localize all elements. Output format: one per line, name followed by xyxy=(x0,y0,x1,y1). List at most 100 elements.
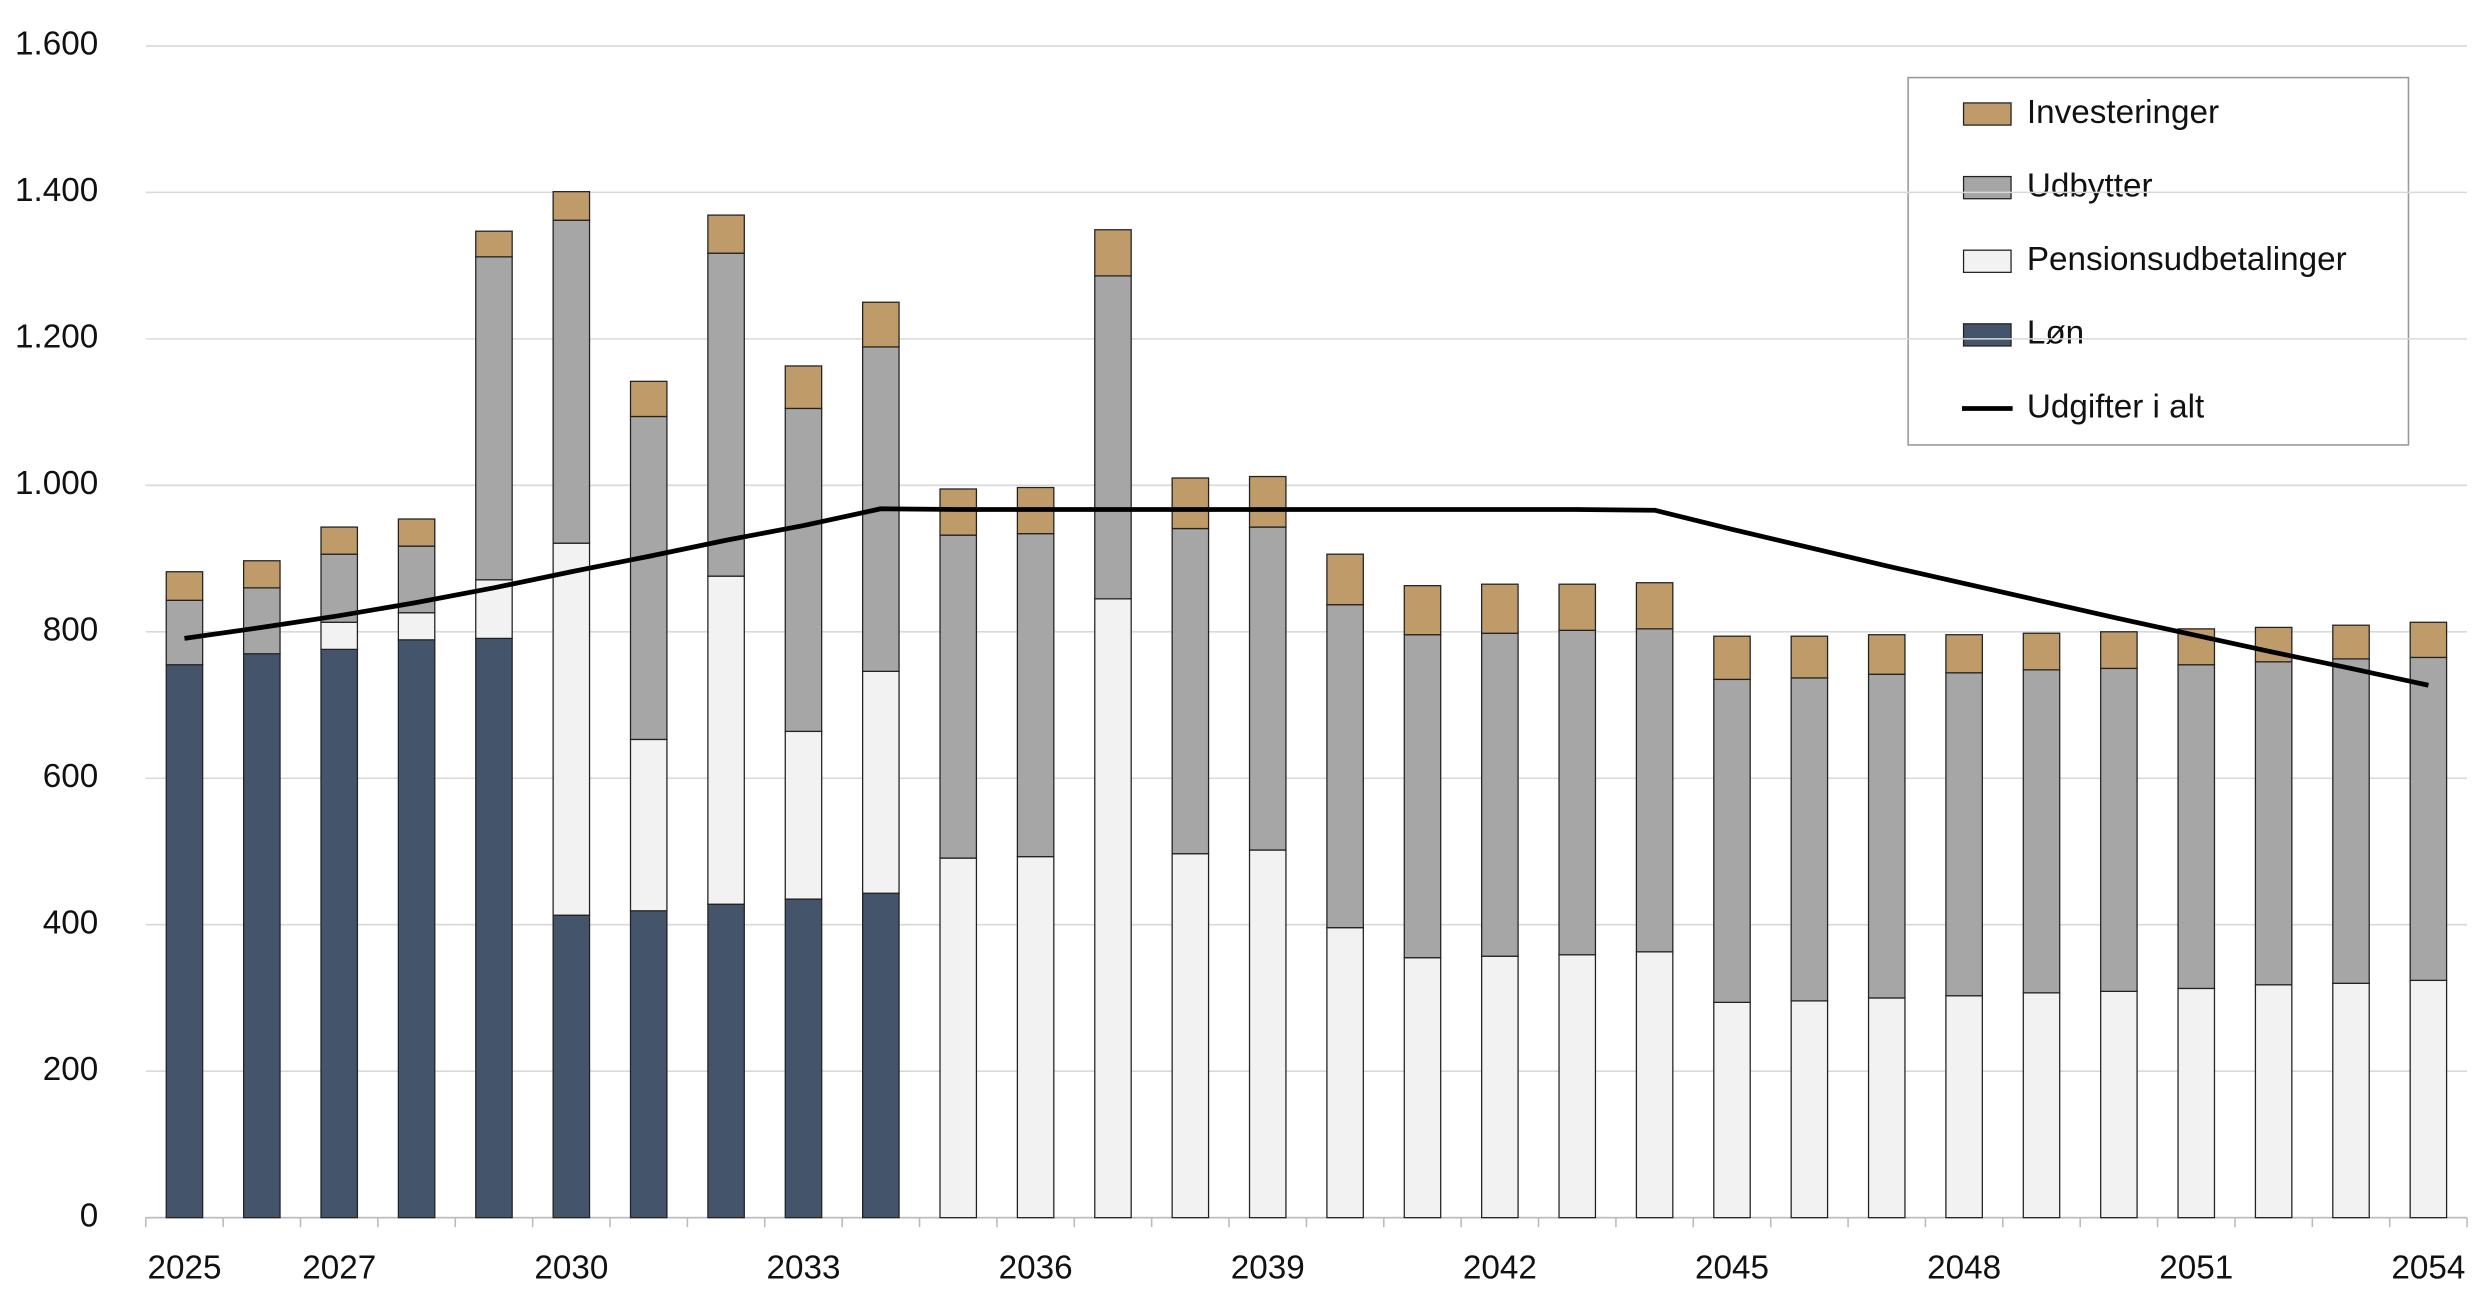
bar-segment xyxy=(1403,585,1442,636)
bar-segment xyxy=(1713,635,1751,681)
line xyxy=(184,506,2429,688)
bar-segment xyxy=(1945,634,1983,674)
bar-segment xyxy=(1558,954,1597,1219)
x-tick-label: 2033 xyxy=(766,1250,840,1287)
bar-segment xyxy=(862,301,900,348)
bar-segment xyxy=(1945,995,1983,1219)
bar-segment xyxy=(1713,1001,1751,1219)
bar-segment xyxy=(707,575,745,905)
bar-segment xyxy=(397,518,436,547)
bar-segment xyxy=(552,219,591,544)
bar-segment xyxy=(1016,533,1055,858)
x-tick-label: 2045 xyxy=(1695,1250,1769,1287)
bar-segment xyxy=(320,553,359,623)
bar-segment xyxy=(629,910,668,1219)
legend-label: Pensionsudbetalinger xyxy=(2027,241,2347,278)
bar-segment xyxy=(1094,229,1132,277)
bar-segment xyxy=(1326,604,1364,929)
x-tick-label: 2042 xyxy=(1463,1250,1537,1287)
bar-segment xyxy=(2332,658,2370,984)
bar-segment xyxy=(629,738,668,912)
bar-segment xyxy=(939,488,978,536)
bar-segment xyxy=(320,526,359,555)
legend-label: Løn xyxy=(2027,315,2084,352)
bar-segment xyxy=(1326,553,1364,606)
bar-segment xyxy=(1481,955,1519,1219)
bar-segment xyxy=(1558,629,1597,956)
legend-swatch xyxy=(1962,102,2012,126)
bar-segment xyxy=(552,542,591,916)
bar-segment xyxy=(320,621,359,650)
legend: Investeringer Udbytter Pensionsudbetalinge… xyxy=(1907,76,2410,446)
bar-segment xyxy=(2409,656,2448,982)
y-tick-label: 1.200 xyxy=(15,319,98,356)
x-tick-label: 2054 xyxy=(2391,1250,2465,1287)
bar-segment xyxy=(1248,849,1287,1219)
bar-segment xyxy=(1326,927,1364,1219)
bar-segment xyxy=(397,612,436,641)
bar-segment xyxy=(1248,475,1287,528)
x-tick-label: 2036 xyxy=(999,1250,1073,1287)
y-tick-label: 400 xyxy=(43,905,98,942)
bar-segment xyxy=(475,256,513,581)
bar-segment xyxy=(1635,628,1674,953)
bar-segment xyxy=(552,191,591,221)
bar-segment xyxy=(165,664,204,1219)
bar-segment xyxy=(2409,621,2448,659)
bar-segment xyxy=(1481,632,1519,957)
bar-segment xyxy=(242,560,281,589)
bar-segment xyxy=(2022,632,2061,671)
bar-segment xyxy=(1713,678,1751,1003)
bar-segment xyxy=(1558,583,1597,631)
bar-segment xyxy=(2177,664,2216,990)
legend-label: Udbytter xyxy=(2027,167,2153,204)
bar-segment xyxy=(784,730,823,900)
bar-segment xyxy=(2022,992,2061,1219)
bar-segment xyxy=(1867,997,1906,1219)
bar-segment xyxy=(1867,634,1906,675)
bar-segment xyxy=(2332,982,2370,1219)
bar-segment xyxy=(1481,583,1519,634)
x-tick-label: 2039 xyxy=(1231,1250,1305,1287)
x-tick-label: 2027 xyxy=(302,1250,376,1287)
bar-segment xyxy=(165,599,204,666)
bar-segment xyxy=(862,892,900,1219)
bar-segment xyxy=(784,898,823,1219)
y-tick-label: 1.000 xyxy=(15,465,98,502)
y-tick-label: 200 xyxy=(43,1051,98,1088)
bar-segment xyxy=(320,648,359,1219)
legend-swatch xyxy=(1962,323,2012,347)
bar-segment xyxy=(242,587,281,655)
bar-segment xyxy=(2177,987,2216,1219)
bar-segment xyxy=(707,903,745,1219)
x-tick-label: 2025 xyxy=(147,1250,221,1287)
bar-segment xyxy=(707,214,745,254)
bar-segment xyxy=(1094,275,1132,600)
bar-segment xyxy=(2100,667,2138,993)
bar-segment xyxy=(939,534,978,859)
bar-segment xyxy=(2409,979,2448,1219)
bar-segment xyxy=(1790,635,1829,679)
bar-segment xyxy=(1094,598,1132,1219)
bar-segment xyxy=(862,670,900,894)
y-tick-label: 1.400 xyxy=(15,172,98,209)
legend-swatch xyxy=(1962,249,2012,273)
bar-segment xyxy=(475,230,513,258)
x-tick-label: 2030 xyxy=(534,1250,608,1287)
y-tick-label: 0 xyxy=(80,1197,98,1234)
x-tick-label: 2051 xyxy=(2159,1250,2233,1287)
bar-segment xyxy=(2254,661,2293,986)
bar-segment xyxy=(1171,853,1210,1219)
bar-segment xyxy=(784,365,823,410)
bar-segment xyxy=(1635,951,1674,1219)
bar-segment xyxy=(2022,669,2061,994)
bar-segment xyxy=(165,571,204,601)
bar-segment xyxy=(2100,990,2138,1219)
bar-segment xyxy=(475,637,513,1219)
legend-label: Udgifter i alt xyxy=(2027,388,2204,425)
bar-segment xyxy=(1171,527,1210,855)
bar-segment xyxy=(1403,957,1442,1219)
bar-segment xyxy=(707,252,745,577)
y-tick-label: 1.600 xyxy=(15,26,98,63)
